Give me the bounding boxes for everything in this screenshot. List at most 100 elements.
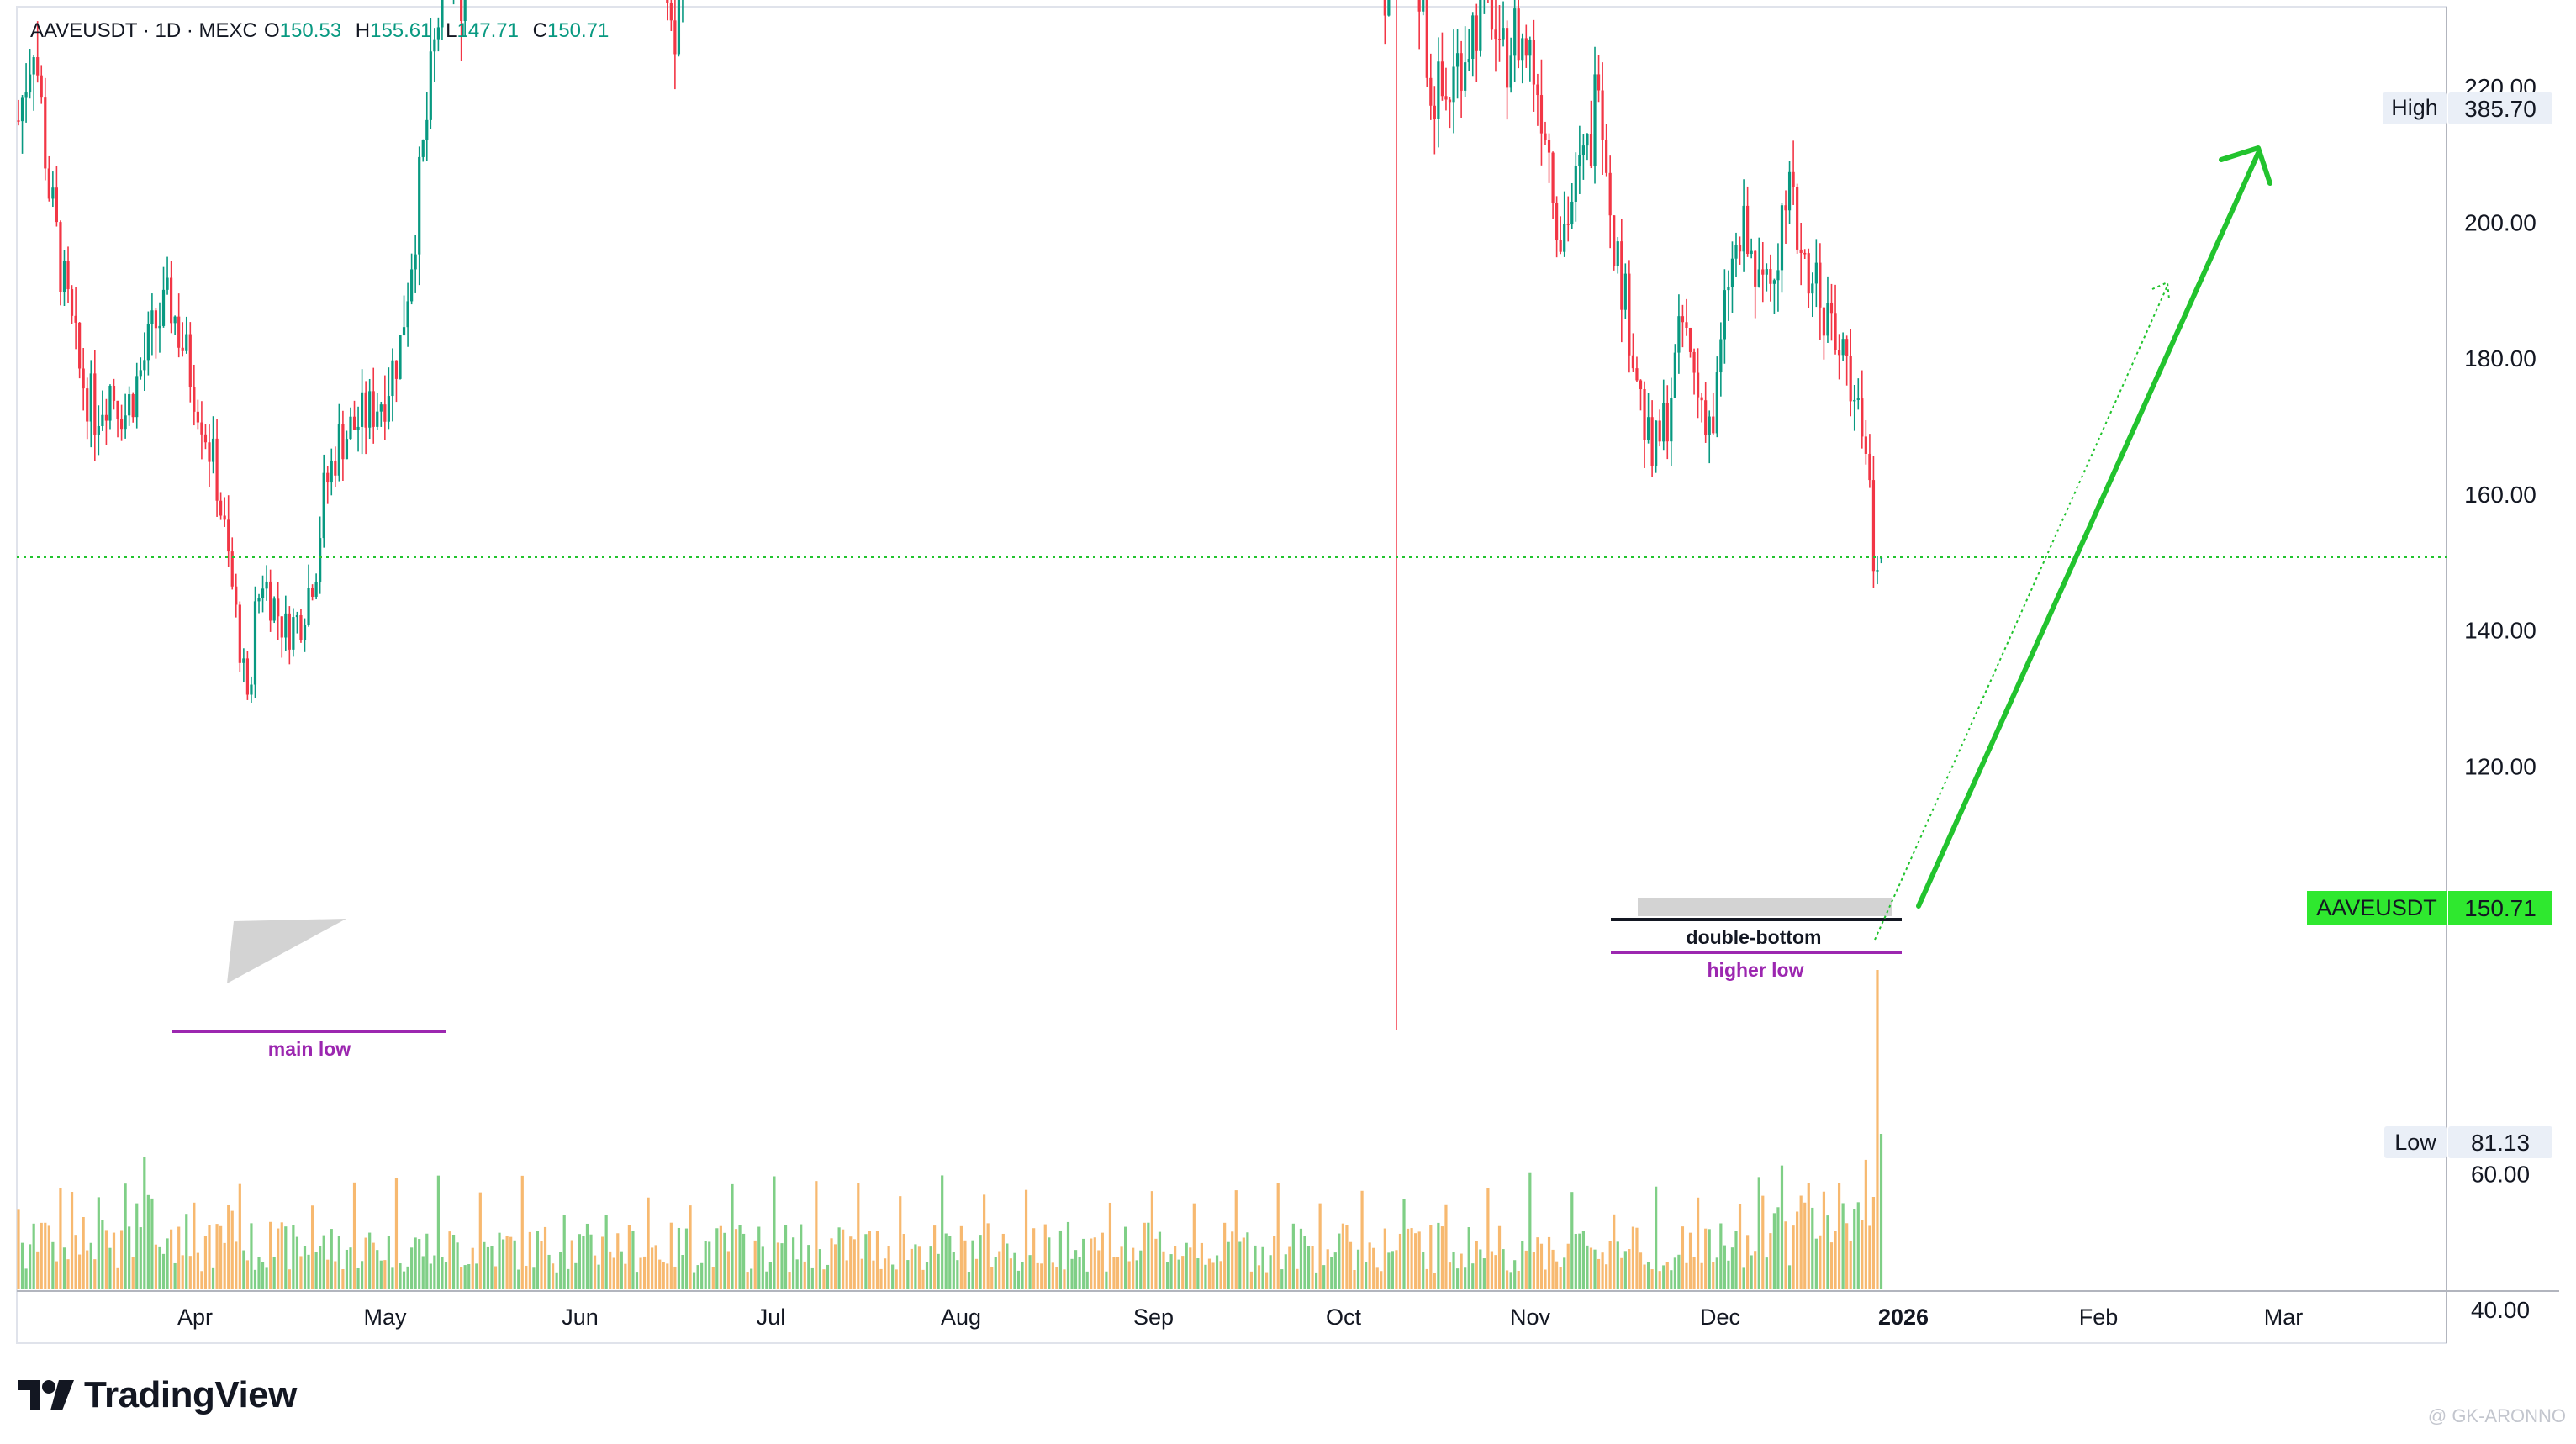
candle[interactable]	[1559, 216, 1562, 255]
candle[interactable]	[307, 564, 310, 627]
candle[interactable]	[1444, 67, 1448, 111]
candle[interactable]	[1597, 55, 1601, 103]
candle[interactable]	[170, 261, 173, 334]
candle[interactable]	[418, 146, 421, 286]
candle[interactable]	[1528, 36, 1532, 82]
candle[interactable]	[1464, 26, 1467, 97]
candle[interactable]	[394, 360, 399, 403]
candle[interactable]	[1780, 203, 1784, 293]
candle[interactable]	[295, 611, 299, 634]
candle[interactable]	[1700, 393, 1703, 423]
candle[interactable]	[1811, 272, 1814, 318]
candle[interactable]	[277, 582, 280, 640]
candle[interactable]	[1692, 348, 1696, 395]
candle[interactable]	[250, 676, 253, 703]
candle[interactable]	[1593, 46, 1597, 184]
candle[interactable]	[188, 322, 192, 403]
candle[interactable]	[161, 266, 166, 328]
candle[interactable]	[86, 377, 89, 440]
candle[interactable]	[1532, 19, 1535, 112]
candle[interactable]	[1849, 329, 1852, 417]
candle[interactable]	[196, 399, 199, 430]
candle[interactable]	[352, 400, 356, 430]
candle[interactable]	[193, 364, 196, 426]
candle[interactable]	[1494, 0, 1497, 72]
candle[interactable]	[1471, 12, 1475, 77]
candle[interactable]	[299, 609, 303, 643]
candle[interactable]	[1655, 420, 1658, 473]
candle[interactable]	[334, 446, 337, 487]
candle[interactable]	[1719, 322, 1723, 397]
candle[interactable]	[219, 492, 223, 520]
candle[interactable]	[681, 0, 684, 23]
candle[interactable]	[230, 537, 234, 590]
candle[interactable]	[135, 362, 139, 429]
candle[interactable]	[1429, 53, 1433, 120]
candle[interactable]	[146, 311, 150, 376]
candle[interactable]	[1475, 3, 1478, 82]
candle[interactable]	[1509, 37, 1512, 93]
candle[interactable]	[402, 295, 406, 336]
candle[interactable]	[143, 332, 146, 392]
candle[interactable]	[387, 367, 390, 430]
candle[interactable]	[1784, 190, 1787, 244]
candle[interactable]	[1628, 260, 1631, 373]
candle[interactable]	[82, 348, 85, 411]
candle[interactable]	[1734, 232, 1738, 278]
candle[interactable]	[391, 348, 394, 422]
candle[interactable]	[1829, 283, 1834, 341]
candle[interactable]	[1555, 196, 1559, 258]
candle[interactable]	[1662, 379, 1665, 451]
candle[interactable]	[1467, 29, 1470, 71]
candle[interactable]	[1383, 0, 1386, 45]
candle[interactable]	[1437, 37, 1440, 148]
candle[interactable]	[185, 316, 188, 354]
candle[interactable]	[1605, 124, 1608, 177]
candle[interactable]	[337, 403, 340, 482]
candle[interactable]	[1670, 377, 1673, 466]
candle[interactable]	[1646, 393, 1650, 444]
candle[interactable]	[1730, 241, 1734, 313]
candle[interactable]	[1395, 0, 1397, 1030]
candle[interactable]	[1479, 0, 1482, 57]
candle[interactable]	[1822, 307, 1826, 360]
candle[interactable]	[310, 584, 314, 601]
candle[interactable]	[379, 401, 383, 427]
candle[interactable]	[1787, 161, 1792, 224]
candle[interactable]	[1521, 33, 1524, 84]
candlestick-series[interactable]	[17, 0, 1883, 1030]
candle[interactable]	[227, 495, 230, 567]
candle[interactable]	[62, 250, 66, 307]
candle[interactable]	[280, 616, 283, 658]
candle[interactable]	[89, 360, 92, 448]
symbol-legend[interactable]: AAVEUSDT · 1D · MEXC O150.53 H155.61 L14…	[30, 19, 609, 42]
candle[interactable]	[1551, 151, 1555, 219]
candle[interactable]	[303, 618, 307, 652]
candle[interactable]	[1452, 29, 1455, 134]
candle[interactable]	[364, 381, 367, 455]
candle[interactable]	[1578, 125, 1581, 194]
candle[interactable]	[1796, 183, 1799, 254]
candle[interactable]	[51, 171, 55, 208]
candle[interactable]	[1772, 278, 1776, 314]
candle[interactable]	[1387, 0, 1391, 17]
candle[interactable]	[166, 256, 169, 295]
candle[interactable]	[425, 92, 429, 161]
candle[interactable]	[1742, 179, 1745, 272]
candle[interactable]	[1871, 456, 1876, 588]
candle[interactable]	[1792, 140, 1795, 205]
candle[interactable]	[97, 405, 100, 456]
candle[interactable]	[1776, 243, 1780, 312]
candle[interactable]	[1803, 249, 1807, 259]
candle[interactable]	[1761, 241, 1765, 303]
candle[interactable]	[368, 378, 372, 440]
candle[interactable]	[238, 601, 241, 672]
candle[interactable]	[1819, 243, 1822, 340]
candle[interactable]	[253, 586, 257, 698]
candle[interactable]	[29, 49, 32, 99]
candle[interactable]	[1440, 32, 1444, 101]
candle[interactable]	[158, 302, 161, 353]
candle[interactable]	[666, 0, 669, 21]
candle[interactable]	[319, 516, 322, 594]
candle[interactable]	[173, 315, 177, 335]
